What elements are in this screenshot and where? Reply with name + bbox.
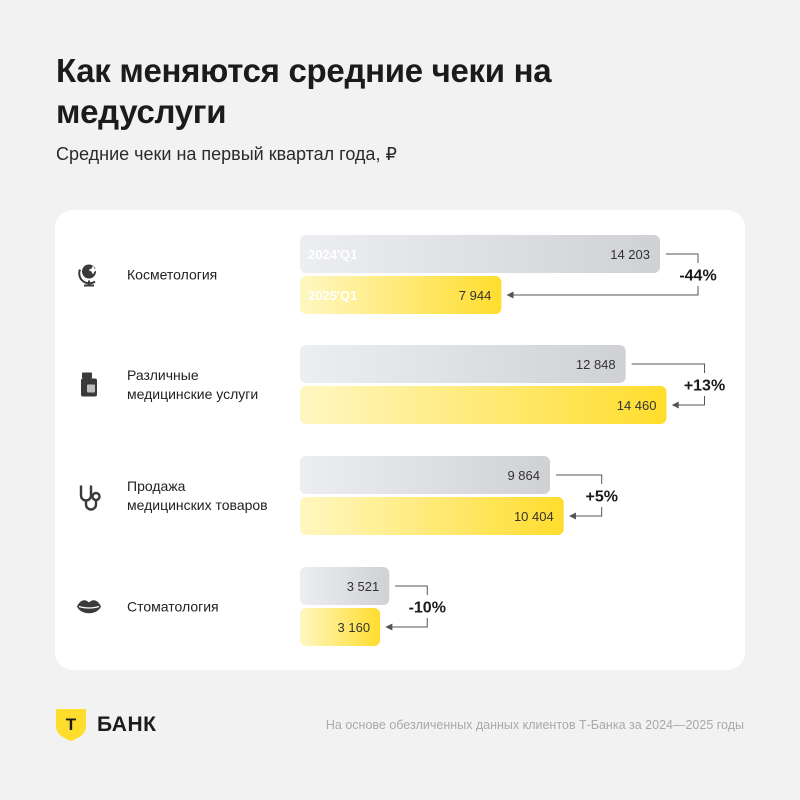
change-label: +13% xyxy=(684,378,725,395)
category-label: Продажа xyxy=(127,478,186,494)
connector-arrow xyxy=(568,507,603,520)
value-label-2025: 7 944 xyxy=(459,288,492,303)
bar-2025 xyxy=(300,386,667,424)
connector-arrow xyxy=(506,286,699,299)
series-label-2024: 2024'Q1 xyxy=(308,247,357,262)
chart-card: Косметология 2024'Q1 2025'Q1 14 203 7 944 -44… xyxy=(55,210,745,670)
series-label-2025: 2025'Q1 xyxy=(308,288,357,303)
category-label: Стоматология xyxy=(127,599,219,615)
connector-arrow xyxy=(385,618,428,631)
lips-icon xyxy=(77,600,101,614)
value-label-2025: 10 404 xyxy=(514,509,554,524)
connector-line xyxy=(556,474,603,484)
change-label: -10% xyxy=(409,600,446,617)
bar-2024 xyxy=(300,345,626,383)
bar-2024 xyxy=(300,456,551,494)
footnote: На основе обезличенных данных клиентов Т… xyxy=(325,718,744,732)
connector-arrow xyxy=(671,396,706,409)
brand-letter: Т xyxy=(66,715,77,734)
pill-box-icon xyxy=(81,372,97,397)
bar-2025 xyxy=(300,497,564,535)
brand-name: БАНК xyxy=(97,713,157,736)
bar-2025 xyxy=(300,608,381,646)
globe-icon xyxy=(78,264,98,287)
category-label: медицинских товаров xyxy=(127,497,268,513)
connector-line xyxy=(631,363,706,373)
bar-2024 xyxy=(300,567,390,605)
value-label-2024: 12 848 xyxy=(576,357,616,372)
stethoscope-icon xyxy=(79,485,101,511)
value-label-2024: 3 521 xyxy=(347,579,380,594)
category-label: Косметология xyxy=(127,267,217,283)
value-label-2025: 3 160 xyxy=(338,620,371,635)
category-label: медицинские услуги xyxy=(127,386,258,402)
value-label-2024: 9 864 xyxy=(507,468,540,483)
bar-2025 xyxy=(300,276,502,314)
connector-line xyxy=(666,253,699,263)
page-subtitle: Средние чеки на первый квартал года, ₽ xyxy=(56,144,397,164)
value-label-2025: 14 460 xyxy=(617,398,657,413)
bar-chart: Косметология 2024'Q1 2025'Q1 14 203 7 944 -44… xyxy=(77,235,725,646)
connector-line xyxy=(395,585,428,595)
brand-logo: Т БАНК xyxy=(55,708,156,742)
value-label-2024: 14 203 xyxy=(610,247,650,262)
shield-icon: Т xyxy=(55,708,87,742)
category-label: Различные xyxy=(127,367,199,383)
page-title: Как меняются средние чеки на медуслуги xyxy=(56,52,552,130)
bar-2024 xyxy=(300,235,660,273)
change-label: +5% xyxy=(585,489,617,506)
change-label: -44% xyxy=(679,268,716,285)
